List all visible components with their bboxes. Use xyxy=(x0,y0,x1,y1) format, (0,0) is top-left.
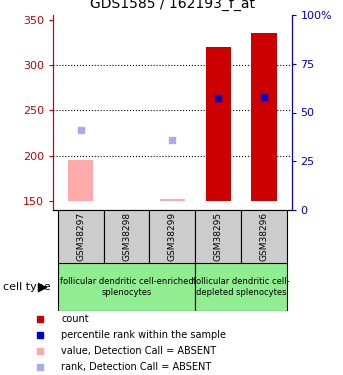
Text: follicular dendritic cell-
depleted splenocytes: follicular dendritic cell- depleted sple… xyxy=(193,277,289,297)
Text: percentile rank within the sample: percentile rank within the sample xyxy=(61,330,226,340)
Text: GSM38296: GSM38296 xyxy=(260,211,269,261)
Title: GDS1585 / 162193_f_at: GDS1585 / 162193_f_at xyxy=(90,0,255,11)
Text: value, Detection Call = ABSENT: value, Detection Call = ABSENT xyxy=(61,346,216,356)
Bar xyxy=(150,210,195,262)
Text: count: count xyxy=(61,314,89,324)
Bar xyxy=(160,199,185,201)
Text: ▶: ▶ xyxy=(38,280,48,293)
Bar xyxy=(58,210,104,262)
Text: GSM38299: GSM38299 xyxy=(168,211,177,261)
Text: GSM38295: GSM38295 xyxy=(214,211,223,261)
Bar xyxy=(104,210,150,262)
Text: cell type: cell type xyxy=(3,282,51,292)
Bar xyxy=(195,210,241,262)
Text: GSM38298: GSM38298 xyxy=(122,211,131,261)
Text: GSM38297: GSM38297 xyxy=(76,211,85,261)
Text: follicular dendritic cell-enriched
splenocytes: follicular dendritic cell-enriched splen… xyxy=(60,277,193,297)
Bar xyxy=(195,262,287,311)
Text: rank, Detection Call = ABSENT: rank, Detection Call = ABSENT xyxy=(61,362,212,372)
Bar xyxy=(68,160,93,201)
Bar xyxy=(205,47,231,201)
Bar xyxy=(241,210,287,262)
Bar xyxy=(58,262,195,311)
Bar xyxy=(251,33,277,201)
